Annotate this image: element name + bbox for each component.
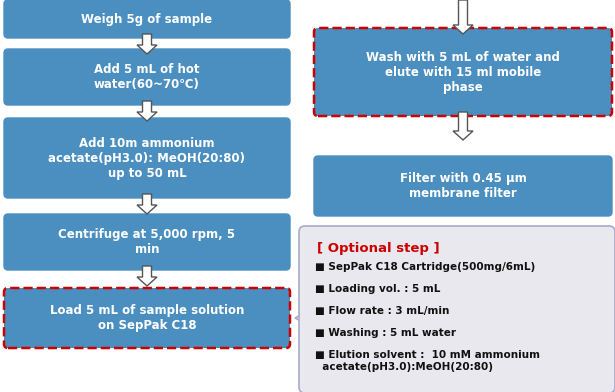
FancyBboxPatch shape [314,28,612,116]
FancyArrow shape [137,194,157,214]
FancyBboxPatch shape [4,118,290,198]
Text: Load 5 mL of sample solution
on SepPak C18: Load 5 mL of sample solution on SepPak C… [50,304,244,332]
FancyArrow shape [137,266,157,286]
FancyBboxPatch shape [4,0,290,38]
FancyArrow shape [453,0,473,34]
Text: [ Optional step ]: [ Optional step ] [317,242,440,255]
FancyBboxPatch shape [4,49,290,105]
FancyArrow shape [453,112,473,140]
Text: Filter with 0.45 μm
membrane filter: Filter with 0.45 μm membrane filter [400,172,526,200]
Text: Weigh 5g of sample: Weigh 5g of sample [81,13,213,25]
FancyBboxPatch shape [4,288,290,348]
FancyArrow shape [137,34,157,54]
Polygon shape [295,310,310,326]
Text: Centrifuge at 5,000 rpm, 5
min: Centrifuge at 5,000 rpm, 5 min [58,228,236,256]
FancyBboxPatch shape [314,156,612,216]
Text: ■ Flow rate : 3 mL/min: ■ Flow rate : 3 mL/min [315,306,450,316]
Text: ■ Washing : 5 mL water: ■ Washing : 5 mL water [315,328,456,338]
Text: ■ Elution solvent :  10 mM ammonium
  acetate(pH3.0):MeOH(20:80): ■ Elution solvent : 10 mM ammonium aceta… [315,350,540,372]
Text: Wash with 5 mL of water and
elute with 15 ml mobile
phase: Wash with 5 mL of water and elute with 1… [366,51,560,94]
Text: Add 5 mL of hot
water(60~70℃): Add 5 mL of hot water(60~70℃) [94,63,200,91]
Text: ■ Loading vol. : 5 mL: ■ Loading vol. : 5 mL [315,284,440,294]
Text: ■ SepPak C18 Cartridge(500mg/6mL): ■ SepPak C18 Cartridge(500mg/6mL) [315,262,535,272]
FancyBboxPatch shape [299,226,615,392]
Text: Add 10m ammonium
acetate(pH3.0): MeOH(20:80)
up to 50 mL: Add 10m ammonium acetate(pH3.0): MeOH(20… [49,136,245,180]
FancyBboxPatch shape [4,214,290,270]
FancyArrow shape [137,101,157,121]
